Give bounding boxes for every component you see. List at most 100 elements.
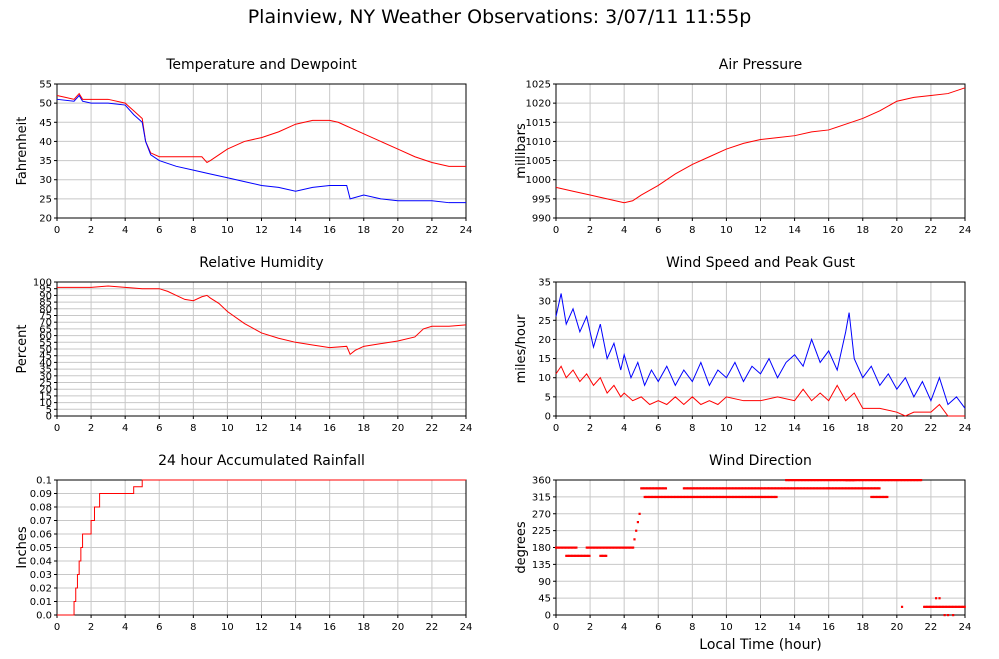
y-tick-label: 5 xyxy=(46,405,52,416)
x-tick-label: 24 xyxy=(460,622,473,633)
y-tick-label: 0.02 xyxy=(30,584,52,595)
y-tick-label: 95 xyxy=(39,284,52,295)
direction-point xyxy=(588,546,591,549)
direction-point xyxy=(729,487,732,490)
direction-point xyxy=(858,487,861,490)
y-tick-label: 990 xyxy=(532,214,551,225)
plot-border xyxy=(555,281,966,417)
direction-point xyxy=(786,479,789,482)
direction-point xyxy=(830,487,833,490)
direction-point xyxy=(825,479,828,482)
x-tick-label: 24 xyxy=(959,622,972,633)
x-tick-label: 20 xyxy=(391,622,404,633)
direction-point xyxy=(742,495,745,499)
direction-point xyxy=(700,495,703,499)
chart-title: Relative Humidity xyxy=(199,255,323,271)
direction-point xyxy=(854,479,858,482)
direction-point xyxy=(802,487,805,490)
direction-point xyxy=(940,605,943,608)
direction-point xyxy=(616,546,619,549)
direction-point xyxy=(733,495,736,499)
direction-point xyxy=(853,487,856,490)
direction-point xyxy=(846,479,849,482)
y-tick-label: 0.03 xyxy=(30,570,52,581)
direction-point xyxy=(756,495,759,499)
direction-point xyxy=(582,554,585,557)
direction-point xyxy=(900,605,904,608)
y-tick-label: 50 xyxy=(39,99,52,110)
direction-point xyxy=(781,487,784,490)
y-tick-label: 35 xyxy=(39,156,52,167)
y-tick-label: 55 xyxy=(39,338,52,349)
direction-point xyxy=(739,487,742,490)
x-tick-label: 0 xyxy=(553,423,559,434)
y-tick-label: 1025 xyxy=(526,80,551,91)
x-tick-label: 6 xyxy=(655,423,661,434)
direction-point xyxy=(960,605,963,608)
direction-point xyxy=(805,479,808,482)
y-tick-label: 10 xyxy=(538,373,551,384)
direction-point xyxy=(592,546,596,549)
direction-point xyxy=(731,495,735,499)
y-tick-label: 1020 xyxy=(526,99,551,110)
direction-point xyxy=(866,487,869,490)
x-tick-label: 6 xyxy=(655,225,661,236)
y-tick-label: 20 xyxy=(39,385,52,396)
direction-point xyxy=(933,605,936,608)
direction-point xyxy=(737,487,741,490)
direction-point xyxy=(566,554,569,557)
direction-point xyxy=(655,495,658,499)
direction-point xyxy=(795,479,798,482)
direction-point xyxy=(604,546,607,549)
direction-point xyxy=(588,554,591,557)
y-tick-label: 90 xyxy=(538,577,551,588)
x-tick-label: 20 xyxy=(890,622,903,633)
x-tick-label: 4 xyxy=(122,423,128,434)
direction-point xyxy=(682,495,685,499)
direction-point xyxy=(730,495,733,499)
x-axis-label: Local Time (hour) xyxy=(699,637,821,653)
direction-point xyxy=(742,487,745,490)
direction-point xyxy=(569,554,572,557)
direction-point xyxy=(904,479,907,482)
direction-point xyxy=(920,479,923,482)
direction-point xyxy=(665,495,668,499)
direction-point xyxy=(607,546,610,549)
direction-point xyxy=(901,479,904,482)
direction-point xyxy=(787,479,791,482)
x-tick-label: 6 xyxy=(156,622,162,633)
x-tick-label: 14 xyxy=(788,622,801,633)
direction-point xyxy=(724,495,727,499)
direction-point xyxy=(663,495,667,499)
direction-point xyxy=(838,479,841,482)
chart-title: Wind Speed and Peak Gust xyxy=(666,255,855,271)
direction-point xyxy=(796,487,800,490)
direction-point xyxy=(691,487,694,490)
direction-point xyxy=(949,605,952,608)
direction-point xyxy=(758,487,761,490)
y-tick-label: 30 xyxy=(39,371,52,382)
direction-point xyxy=(568,554,571,557)
direction-point xyxy=(927,605,930,608)
direction-point xyxy=(664,487,668,490)
direction-point xyxy=(943,614,946,617)
direction-point xyxy=(807,487,810,490)
direction-point xyxy=(876,495,879,499)
direction-point xyxy=(845,487,848,490)
direction-point xyxy=(727,495,730,499)
direction-point xyxy=(883,495,886,499)
direction-point xyxy=(812,479,815,482)
direction-point xyxy=(880,495,883,499)
direction-point xyxy=(636,521,639,524)
direction-point xyxy=(804,487,807,490)
page-title: Plainview, NY Weather Observations: 3/07… xyxy=(247,6,752,28)
direction-point xyxy=(809,479,812,482)
chart-title: Wind Direction xyxy=(709,453,812,469)
direction-point xyxy=(688,487,691,490)
direction-point xyxy=(899,479,902,482)
direction-point xyxy=(629,546,632,549)
direction-point xyxy=(695,495,698,499)
direction-point xyxy=(736,495,739,499)
x-tick-label: 0 xyxy=(54,225,60,236)
